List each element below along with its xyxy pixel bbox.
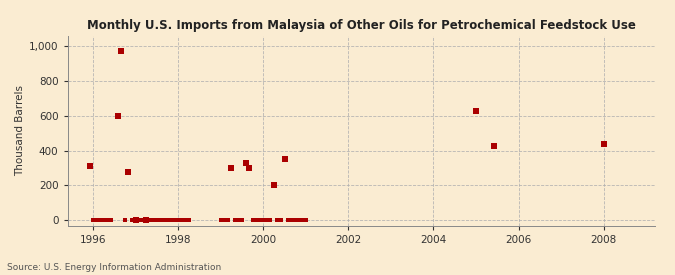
- Y-axis label: Thousand Barrels: Thousand Barrels: [15, 85, 25, 176]
- Text: Source: U.S. Energy Information Administration: Source: U.S. Energy Information Administ…: [7, 263, 221, 272]
- Title: Monthly U.S. Imports from Malaysia of Other Oils for Petrochemical Feedstock Use: Monthly U.S. Imports from Malaysia of Ot…: [86, 19, 636, 32]
